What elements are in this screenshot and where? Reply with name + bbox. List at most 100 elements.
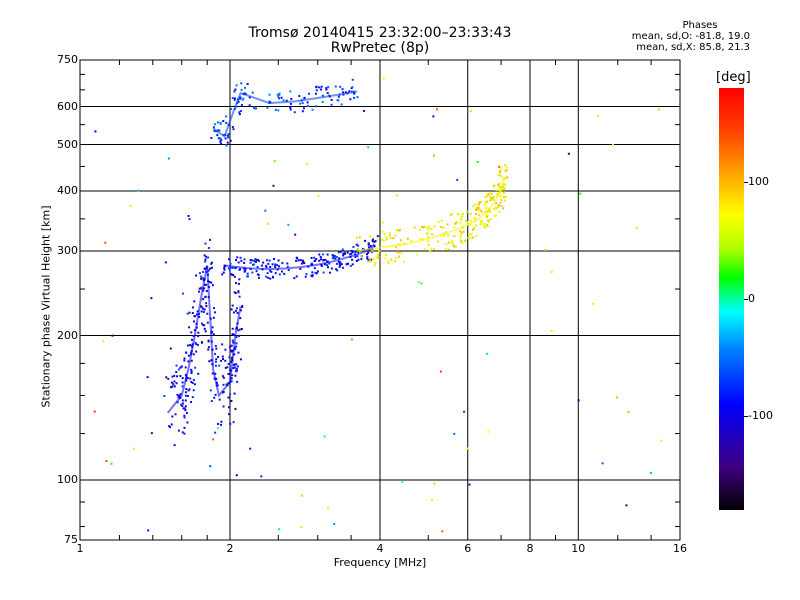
echo-point <box>237 290 240 293</box>
echo-point <box>327 266 330 269</box>
echo-point <box>207 339 210 342</box>
echo-point <box>206 321 209 324</box>
echo-point <box>425 232 428 235</box>
echo-point <box>239 256 242 259</box>
echo-point <box>504 169 507 172</box>
echo-point <box>235 84 238 87</box>
echo-point <box>280 96 283 99</box>
echo-point <box>235 259 238 262</box>
echo-point <box>351 78 354 81</box>
echo-point <box>190 344 193 347</box>
y-tick-label: 75 <box>64 533 78 546</box>
echo-point <box>498 189 501 192</box>
echo-point <box>406 237 409 240</box>
echo-point <box>303 262 306 265</box>
echo-point <box>219 122 222 125</box>
echo-point <box>200 286 203 289</box>
echo-point <box>333 257 336 260</box>
echo-point <box>276 93 279 96</box>
echo-point <box>193 383 196 386</box>
echo-point <box>237 282 240 285</box>
echo-point <box>187 354 190 357</box>
echo-point <box>222 383 225 386</box>
echo-point <box>132 447 135 450</box>
echo-point <box>236 307 239 310</box>
echo-point <box>498 210 501 213</box>
echo-point <box>229 139 232 142</box>
echo-point <box>209 267 212 270</box>
echo-point <box>597 115 600 118</box>
echo-point <box>484 223 487 226</box>
echo-point <box>185 351 188 354</box>
echo-point <box>278 265 281 268</box>
echo-point <box>181 431 184 434</box>
echo-point <box>176 401 179 404</box>
echo-point <box>233 90 236 93</box>
x-tick-label: 16 <box>673 542 687 555</box>
echo-point <box>466 210 469 213</box>
echo-point <box>432 154 435 157</box>
echo-point <box>186 395 189 398</box>
echo-point <box>387 262 390 265</box>
echo-point <box>265 275 268 278</box>
echo-point <box>410 240 413 243</box>
echo-point <box>426 227 429 230</box>
echo-point <box>374 262 377 265</box>
echo-point <box>384 257 387 260</box>
echo-point <box>94 130 97 133</box>
echo-point <box>427 240 430 243</box>
echo-point <box>346 251 349 254</box>
echo-point <box>420 225 423 228</box>
echo-point <box>237 329 240 332</box>
echo-point <box>497 183 500 186</box>
echo-point <box>184 394 187 397</box>
echo-point <box>222 271 225 274</box>
echo-point <box>147 529 150 532</box>
echo-point <box>210 261 213 264</box>
echo-point <box>324 258 327 261</box>
echo-point <box>240 259 243 262</box>
echo-point <box>239 268 242 271</box>
echo-point <box>371 241 374 244</box>
echo-point <box>371 242 374 245</box>
echo-point <box>286 262 289 265</box>
echo-point <box>246 83 249 86</box>
echo-point <box>240 88 243 91</box>
echo-point <box>257 273 260 276</box>
echo-point <box>376 256 379 259</box>
echo-point <box>331 257 334 260</box>
echo-point <box>313 259 316 262</box>
echo-point <box>280 270 283 273</box>
echo-point <box>237 351 240 354</box>
echo-point <box>388 234 391 237</box>
echo-point <box>236 365 239 368</box>
echo-point <box>243 258 246 261</box>
echo-point <box>355 243 358 246</box>
echo-point <box>278 97 281 100</box>
echo-point <box>164 261 167 264</box>
echo-point <box>339 250 342 253</box>
echo-point <box>369 244 372 247</box>
echo-point <box>202 310 205 313</box>
echo-point <box>278 273 281 276</box>
echo-point <box>433 482 436 485</box>
echo-point <box>475 235 478 238</box>
echo-point <box>498 174 501 177</box>
echo-point <box>232 363 235 366</box>
echo-point <box>299 102 302 105</box>
echo-point <box>336 269 339 272</box>
echo-point <box>188 311 191 314</box>
grid-lines <box>80 60 680 540</box>
echo-point <box>191 311 194 314</box>
colorbar-tick-label: -100 <box>748 409 773 423</box>
echo-point <box>239 97 242 100</box>
echo-point <box>485 200 488 203</box>
echo-point <box>488 199 491 202</box>
echo-point <box>311 262 314 265</box>
echo-point <box>274 263 277 266</box>
echo-point <box>467 236 470 239</box>
echo-point <box>231 374 234 377</box>
echo-point <box>105 460 108 463</box>
echo-point <box>269 277 272 280</box>
echo-point <box>198 272 201 275</box>
